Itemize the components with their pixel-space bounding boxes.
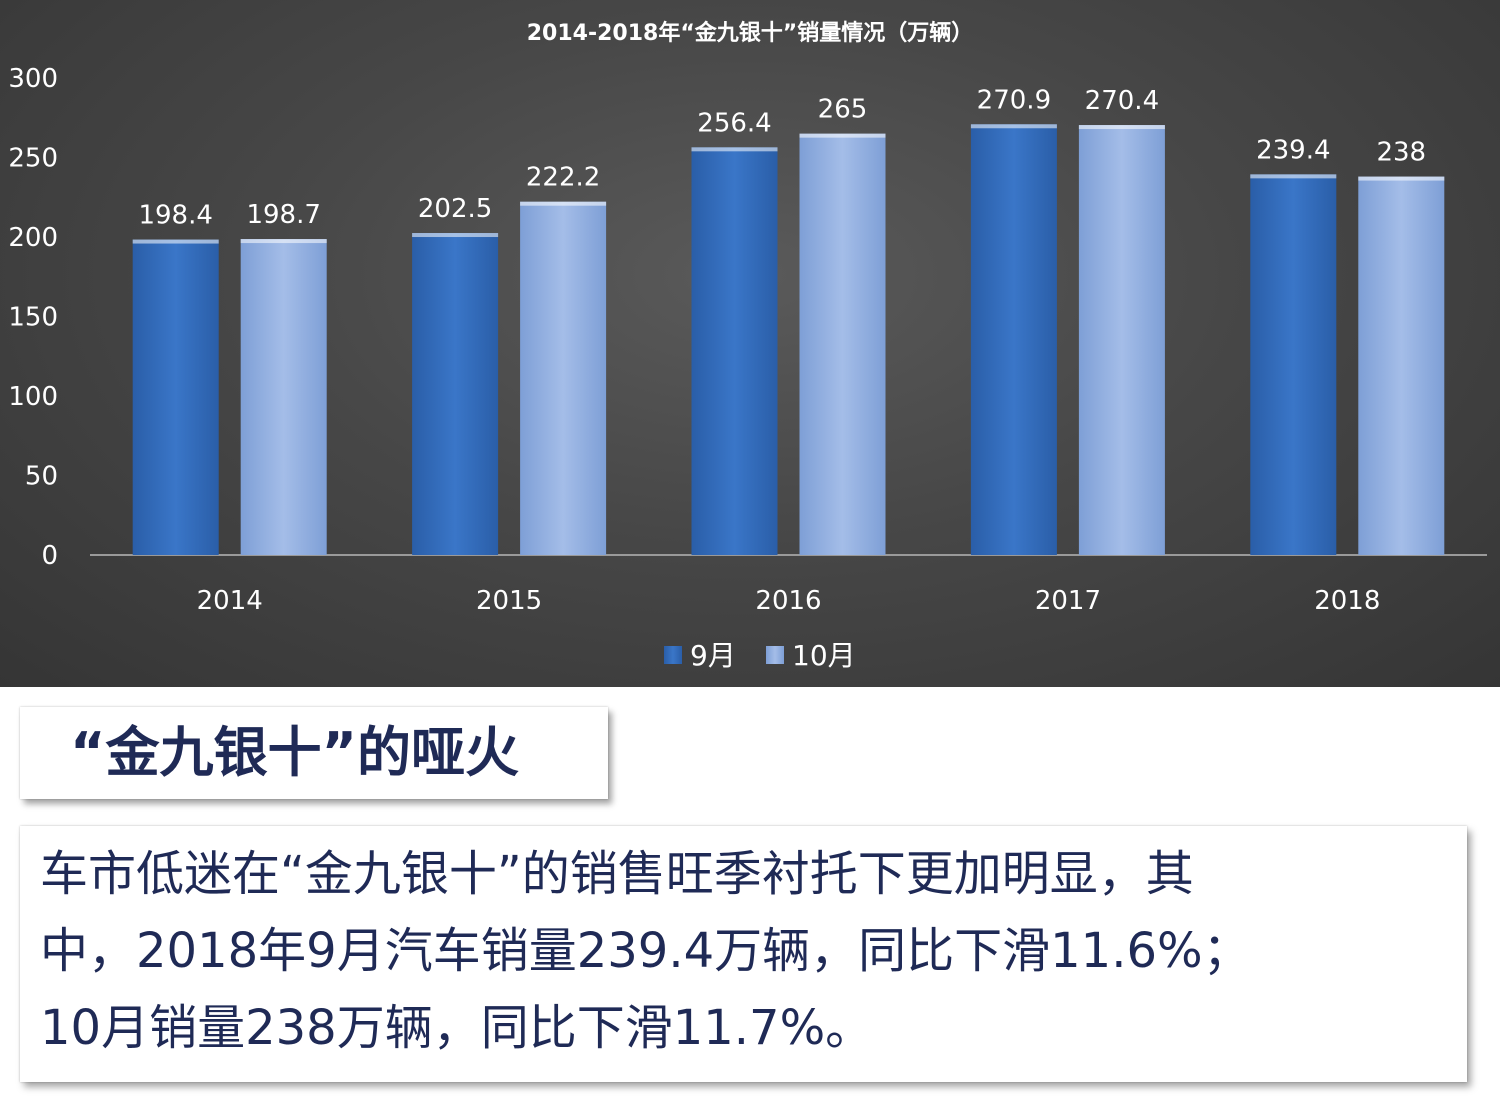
bar-top-highlight [1358,176,1445,181]
description-line-3: 10月销量238万辆，同比下滑11.7%。 [40,1000,874,1056]
heading-box: “金九银十”的哑火 [20,707,608,799]
description-line-2: 中，2018年9月汽车销量239.4万辆，同比下滑11.6%； [40,923,1251,979]
bar-october [1078,125,1165,556]
legend-swatch-october [766,646,784,664]
data-label: 270.9 [977,85,1051,115]
x-tick-label: 2016 [755,586,821,616]
data-label: 256.4 [697,108,771,138]
data-label: 202.5 [418,194,492,224]
data-label: 265 [818,95,868,125]
bar-chart: 2014-2018年“金九银十”销量情况（万辆） 0 50 100 150 200 250… [8,20,1487,672]
x-tick-label: 2014 [197,586,263,616]
bar-october [520,201,607,555]
legend-label-october: 10月 [792,639,856,672]
y-tick-label: 200 [8,223,58,253]
data-label: 239.4 [1256,135,1330,165]
bar-september [970,124,1057,556]
bar-september [1250,174,1337,555]
bar-top-highlight [970,124,1057,129]
bar-october [799,133,886,555]
x-tick-label: 2018 [1314,586,1380,616]
chart-panel: 2014-2018年“金九银十”销量情况（万辆） 0 50 100 150 200 250… [0,0,1500,687]
y-tick-label: 50 [25,462,58,492]
y-tick-label: 300 [8,64,58,94]
bar-top-highlight [799,133,886,138]
legend: 9月 10月 [664,639,856,672]
y-tick-label: 100 [8,382,58,412]
description-line-1: 车市低迷在“金九银十”的销售旺季衬托下更加明显，其 [40,846,1194,902]
y-tick-label: 0 [41,541,58,571]
data-label: 238 [1376,138,1426,168]
bar-top-highlight [1250,174,1337,179]
bar-september [132,239,219,555]
x-tick-label: 2015 [476,586,542,616]
bar-september [691,147,778,555]
bar-october [240,239,327,555]
y-tick-label: 150 [8,303,58,333]
x-axis: 2014 2015 2016 2017 2018 [197,586,1381,616]
bar-top-highlight [520,201,607,206]
bar-september [412,233,499,555]
chart-title: 2014-2018年“金九银十”销量情况（万辆） [527,20,974,46]
heading-title: “金九银十”的哑火 [70,721,519,784]
data-label: 222.2 [526,163,600,193]
bar-october [1358,176,1445,555]
legend-swatch-september [664,646,682,664]
data-label: 270.4 [1085,86,1159,116]
description-text: 车市低迷在“金九银十”的销售旺季衬托下更加明显，其 中，2018年9月汽车销量2… [40,836,1440,1067]
bar-top-highlight [1078,125,1165,130]
y-tick-label: 250 [8,144,58,174]
bar-top-highlight [691,147,778,152]
bar-top-highlight [132,239,219,244]
bars: 198.4 198.7 202.5 222.2 256.4 265 270.9 270.4 23… [132,85,1445,556]
data-label: 198.4 [138,201,212,231]
description-box: 车市低迷在“金九银十”的销售旺季衬托下更加明显，其 中，2018年9月汽车销量2… [20,826,1467,1082]
data-label: 198.7 [246,200,320,230]
y-axis: 0 50 100 150 200 250 300 [8,64,1487,571]
legend-label-september: 9月 [690,639,736,672]
bar-top-highlight [412,233,499,238]
x-tick-label: 2017 [1035,586,1101,616]
bar-top-highlight [240,239,327,244]
